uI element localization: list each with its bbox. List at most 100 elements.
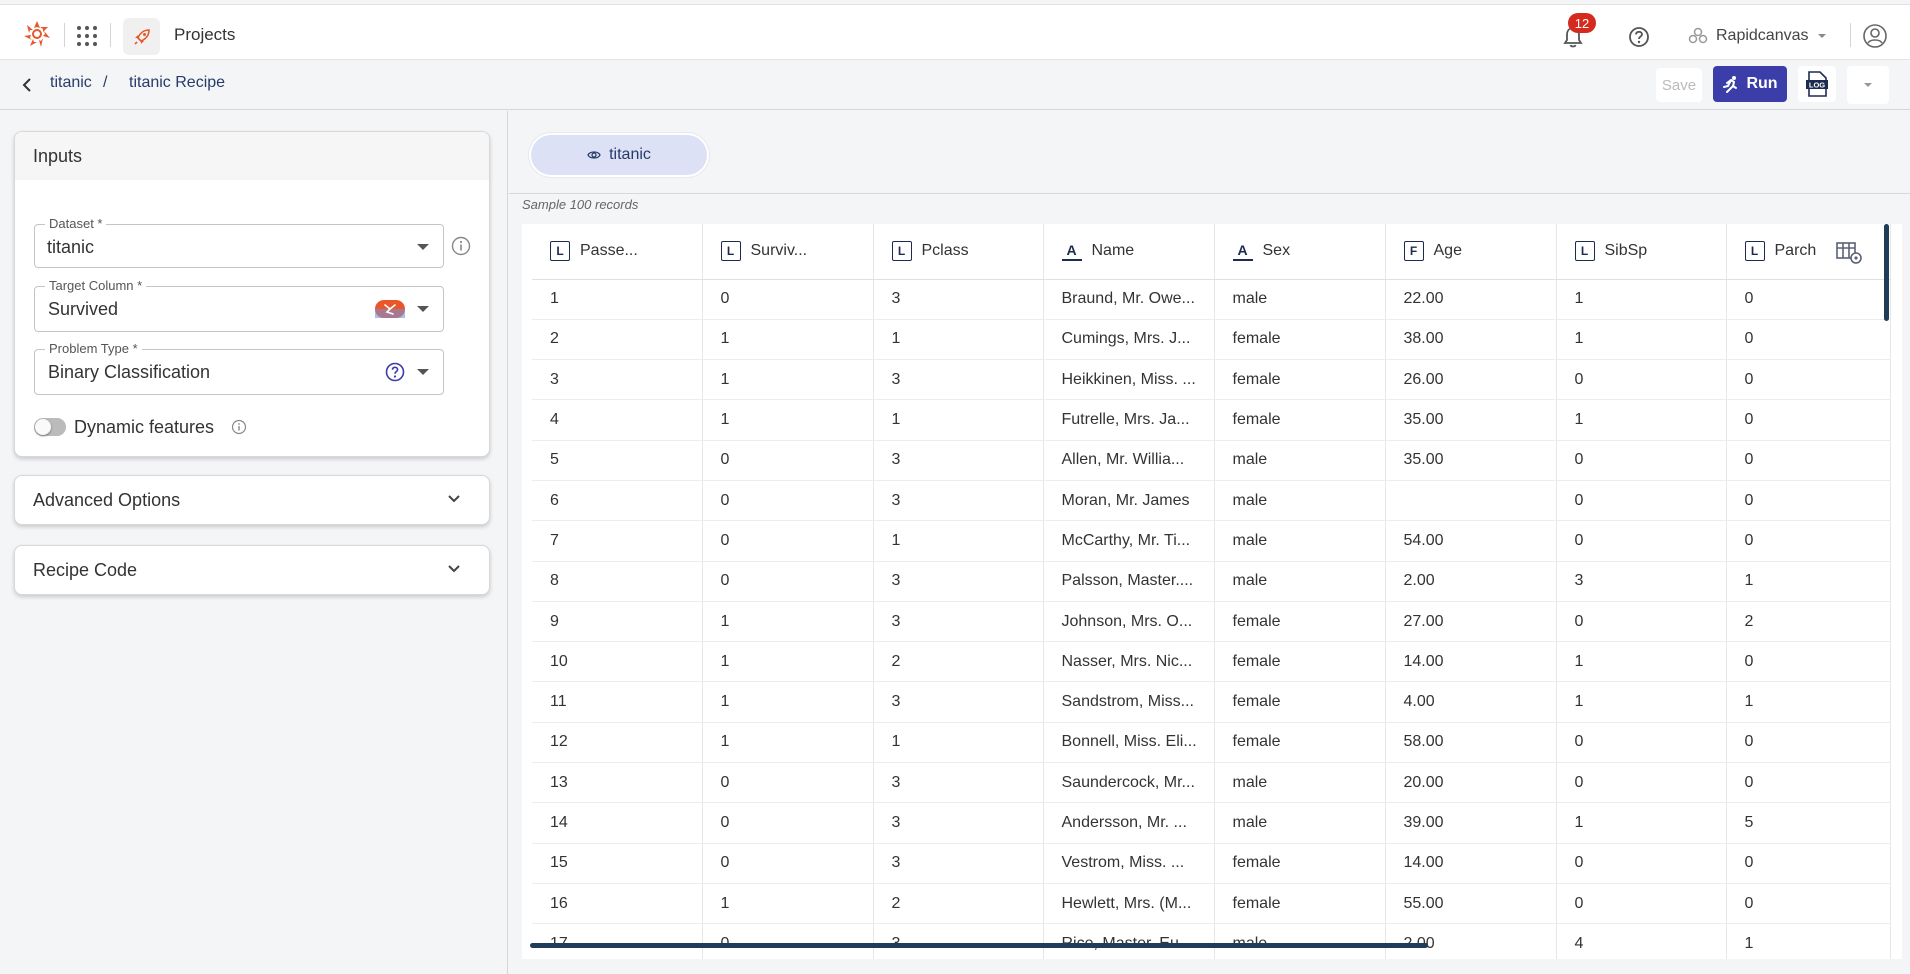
workspace-selector[interactable]: Rapidcanvas <box>1688 27 1827 45</box>
table-cell: 0 <box>1726 722 1891 764</box>
breadcrumb-recipe-name[interactable]: titanic Recipe <box>129 74 226 91</box>
table-row[interactable]: 10 1 2 Nasser, Mrs. Nic... female 14.00 1 0 <box>532 641 1891 683</box>
table-cell: 1 <box>702 681 874 723</box>
table-cell: Palsson, Master.... <box>1043 561 1215 602</box>
column-header-content: L Parch <box>1744 241 1890 262</box>
table-row[interactable]: 3 1 3 Heikkinen, Miss. ... female 26.00 0 0 <box>532 359 1891 401</box>
dataset-select[interactable]: Dataset * titanic <box>34 216 444 268</box>
table-cell: 1 <box>702 883 874 925</box>
run-button[interactable]: Run <box>1713 66 1787 102</box>
table-cell: 3 <box>873 359 1044 401</box>
column-settings-icon[interactable] <box>1836 242 1862 264</box>
advanced-options-accordion[interactable]: Advanced Options <box>14 475 490 525</box>
table-row[interactable]: 7 0 1 McCarthy, Mr. Ti... male 54.00 0 0 <box>532 520 1891 562</box>
table-cell: 4.00 <box>1385 681 1557 723</box>
rapidcanvas-logo-icon[interactable] <box>22 19 52 49</box>
help-circle-icon[interactable] <box>385 362 405 382</box>
table-cell: 1 <box>1556 399 1727 441</box>
table-cell: 1 <box>873 520 1044 562</box>
problem-type-value: Binary Classification <box>48 362 211 382</box>
ai-suggestion-icon[interactable] <box>375 300 405 318</box>
table-cell: Vestrom, Miss. ... <box>1043 843 1215 884</box>
long-type-icon: L <box>720 241 741 262</box>
column-header[interactable]: L SibSp <box>1556 224 1727 280</box>
table-row[interactable]: 8 0 3 Palsson, Master.... male 2.00 3 1 <box>532 561 1891 602</box>
user-avatar-icon[interactable] <box>1862 23 1888 49</box>
table-cell: female <box>1214 722 1386 764</box>
table-cell: Saundercock, Mr... <box>1043 762 1215 804</box>
horizontal-scrollbar[interactable] <box>530 943 1428 948</box>
dataset-tab-titanic[interactable]: titanic <box>529 133 709 177</box>
info-icon[interactable] <box>231 419 247 435</box>
column-header-label: Surviv... <box>750 242 808 260</box>
long-type-icon: L <box>1744 241 1765 262</box>
run-button-label: Run <box>1746 75 1778 92</box>
notification-count-badge: 12 <box>1568 13 1596 33</box>
projects-button[interactable] <box>123 18 160 55</box>
back-arrow-icon[interactable] <box>20 76 34 94</box>
apps-grid-icon[interactable] <box>76 25 98 47</box>
table-cell: male <box>1214 480 1386 522</box>
table-cell: 9 <box>532 601 703 643</box>
table-row[interactable]: 12 1 1 Bonnell, Miss. Eli... female 58.00 0 0 <box>532 722 1891 764</box>
table-cell: 35.00 <box>1385 399 1557 441</box>
recipe-code-accordion[interactable]: Recipe Code <box>14 545 490 595</box>
table-row[interactable]: 4 1 1 Futrelle, Mrs. Ja... female 35.00 1 0 <box>532 399 1891 441</box>
table-cell: 0 <box>1726 883 1891 925</box>
caret-down-icon <box>1817 34 1826 38</box>
projects-label[interactable]: Projects <box>174 25 236 44</box>
dynamic-features-toggle[interactable] <box>34 418 66 436</box>
table-cell: Allen, Mr. Willia... <box>1043 440 1215 481</box>
table-cell: 1 <box>873 399 1044 441</box>
table-cell: 22.00 <box>1385 279 1557 320</box>
vertical-scrollbar[interactable] <box>1884 224 1889 321</box>
save-button[interactable]: Save <box>1656 68 1702 102</box>
column-header[interactable]: L Parch <box>1726 224 1891 280</box>
dropdown-caret-icon <box>417 306 429 312</box>
breadcrumb-project-link[interactable]: titanic <box>50 74 92 91</box>
table-row[interactable]: 2 1 1 Cumings, Mrs. J... female 38.00 1 0 <box>532 319 1891 361</box>
table-cell: 7 <box>532 520 703 562</box>
table-cell: 27.00 <box>1385 601 1557 643</box>
float-type-icon: F <box>1403 241 1424 262</box>
table-cell: male <box>1214 561 1386 602</box>
running-person-icon <box>1723 76 1738 93</box>
column-header[interactable]: A Name <box>1043 224 1215 280</box>
problem-type-select[interactable]: Problem Type * Binary Classification <box>34 341 444 395</box>
table-row[interactable]: 13 0 3 Saundercock, Mr... male 20.00 0 0 <box>532 762 1891 804</box>
table-row[interactable]: 1 0 3 Braund, Mr. Owe... male 22.00 1 0 <box>532 279 1891 320</box>
column-header[interactable]: F Age <box>1385 224 1557 280</box>
table-row[interactable]: 9 1 3 Johnson, Mrs. O... female 27.00 0 2 <box>532 601 1891 643</box>
table-cell: 2 <box>873 883 1044 925</box>
table-row[interactable]: 6 0 3 Moran, Mr. James male 0 0 <box>532 480 1891 522</box>
column-header[interactable]: L Pclass <box>873 224 1044 280</box>
column-header[interactable]: A Sex <box>1214 224 1386 280</box>
table-row[interactable]: 11 1 3 Sandstrom, Miss... female 4.00 1 1 <box>532 681 1891 723</box>
table-cell: Cumings, Mrs. J... <box>1043 319 1215 361</box>
table-row[interactable]: 14 0 3 Andersson, Mr. ... male 39.00 1 5 <box>532 802 1891 844</box>
column-header[interactable]: L Surviv... <box>702 224 874 280</box>
table-cell: male <box>1214 923 1386 959</box>
table-row[interactable]: 15 0 3 Vestrom, Miss. ... female 14.00 0 0 <box>532 843 1891 884</box>
help-icon[interactable] <box>1628 26 1650 48</box>
table-cell: 0 <box>702 480 874 522</box>
table-cell: 0 <box>702 762 874 804</box>
target-column-label: Target Column * <box>45 278 147 293</box>
column-header[interactable]: L Passe... <box>532 224 703 280</box>
target-column-value: Survived <box>48 299 119 319</box>
table-cell: 0 <box>702 843 874 884</box>
table-cell: female <box>1214 883 1386 925</box>
dynamic-features-label: Dynamic features <box>74 417 215 437</box>
column-header-content: A Name <box>1061 241 1214 262</box>
data-table[interactable]: L Passe... L Surviv... L Pclass A Name A Sex F Age L… <box>522 224 1902 959</box>
table-row[interactable]: 5 0 3 Allen, Mr. Willia... male 35.00 0 0 <box>532 440 1891 481</box>
table-row[interactable]: 16 1 2 Hewlett, Mrs. (M... female 55.00 0 0 <box>532 883 1891 925</box>
table-cell: 3 <box>873 601 1044 643</box>
info-icon[interactable] <box>450 235 472 257</box>
table-cell: 4 <box>532 399 703 441</box>
log-button[interactable]: LOG <box>1798 66 1836 102</box>
table-cell: 0 <box>1556 601 1727 643</box>
more-actions-dropdown[interactable] <box>1847 66 1889 104</box>
target-column-select[interactable]: Target Column * Survived <box>34 278 444 332</box>
